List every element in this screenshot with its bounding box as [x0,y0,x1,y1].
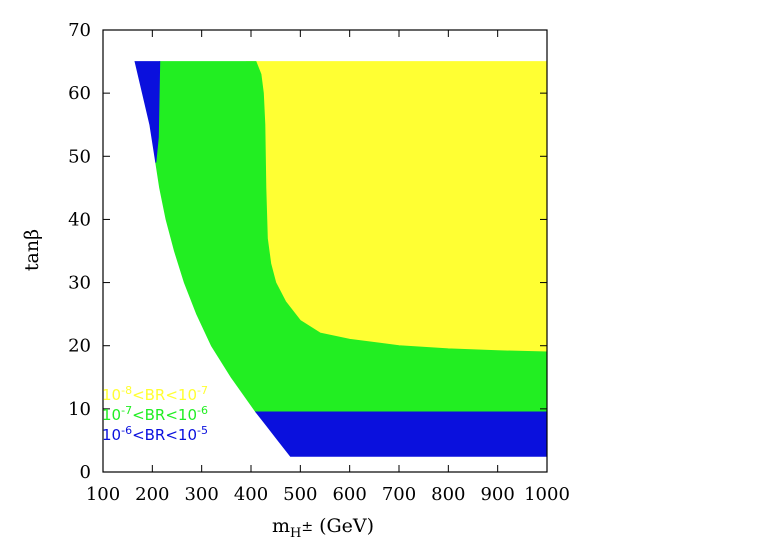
legend-entry-3: 10-6<BR<10-5 [102,424,208,444]
x-axis-label-unit: (GeV) [313,515,374,537]
chart-regions [134,61,548,457]
x-tick-label: 800 [431,484,465,505]
y-tick-label: 60 [68,83,91,104]
legend: 10-8<BR<10-710-7<BR<10-610-6<BR<10-5 [102,384,208,444]
x-axis-label-sup: ± [301,519,313,535]
x-tick-label: 600 [332,484,366,505]
legend-entry-1: 10-8<BR<10-7 [102,384,208,404]
x-axis-label-sub: H [290,526,301,541]
plot-frame [102,29,548,473]
region-3-part-2 [254,411,548,457]
legend-entry-2: 10-7<BR<10-6 [102,404,208,424]
y-tick-label: 50 [68,146,91,167]
y-tick-label: 10 [68,399,91,420]
region-3-part-1 [134,61,161,163]
y-axis-label: tanβ [21,229,43,271]
x-tick-label: 300 [184,484,218,505]
x-tick-label: 400 [234,484,268,505]
x-axis-label-base: m [272,515,290,537]
x-axis-label: mH± (GeV) [272,515,374,541]
x-tick-label: 700 [382,484,416,505]
x-tick-label: 1000 [524,484,570,505]
y-tick-label: 0 [80,462,91,483]
y-axis: 0 10 20 30 40 50 60 70 [68,20,547,483]
y-tick-label: 40 [68,209,91,230]
x-tick-label: 100 [86,484,120,505]
y-tick-label: 70 [68,20,91,41]
y-tick-label: 30 [68,273,91,294]
region-2-part-1 [155,61,548,413]
x-axis: 100 200 300 400 500 600 700 800 900 1000 [86,30,570,505]
x-tick-label: 900 [480,484,514,505]
x-tick-label: 200 [135,484,169,505]
x-tick-label: 500 [283,484,317,505]
y-tick-label: 20 [68,336,91,357]
